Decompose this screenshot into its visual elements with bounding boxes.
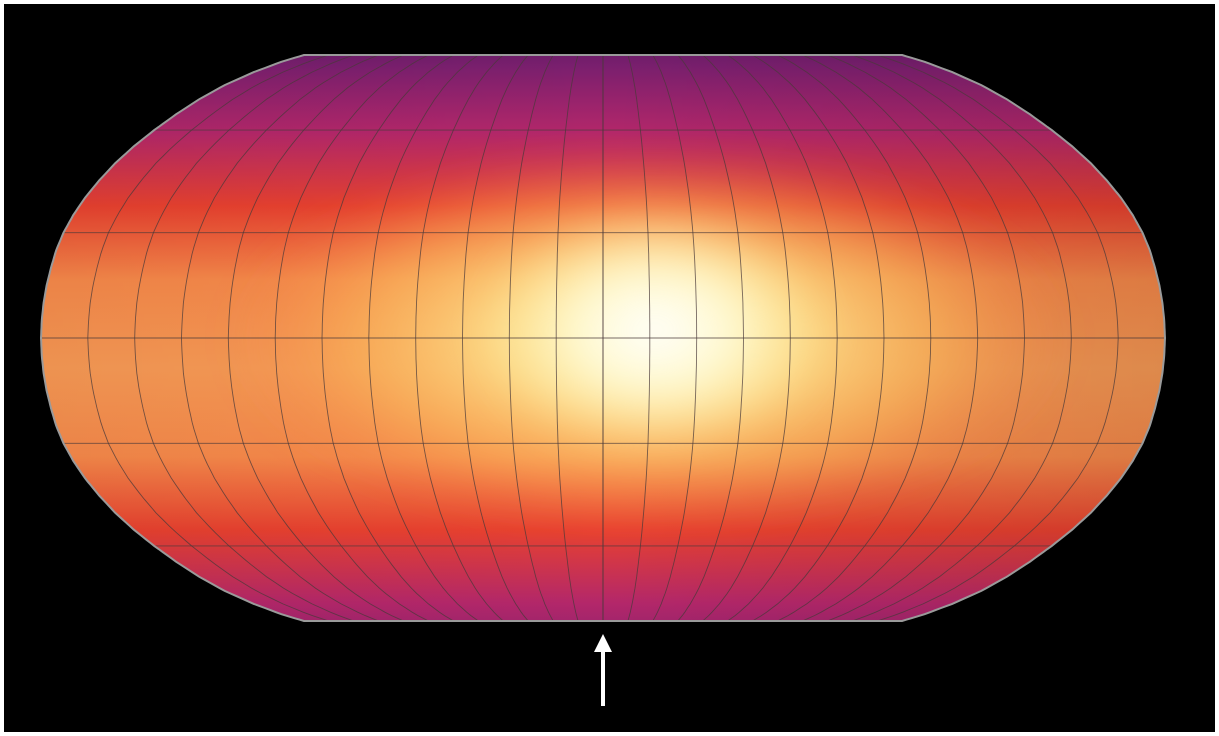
graticule xyxy=(41,55,1165,621)
map-outline xyxy=(39,54,1167,622)
hotspot xyxy=(479,205,830,455)
up-arrow-icon xyxy=(594,634,612,706)
arrow-head xyxy=(594,634,612,652)
